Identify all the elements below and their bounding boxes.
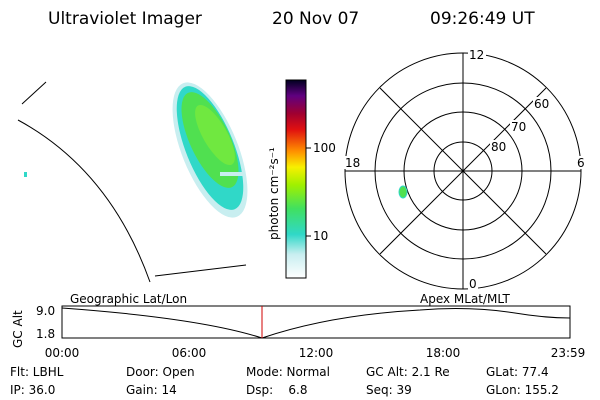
altitude-curve xyxy=(61,307,571,339)
info-field: IP: 36.0 xyxy=(10,383,55,397)
info-field: Dsp: 6.8 xyxy=(246,383,308,397)
hour-label: 12 xyxy=(469,48,484,62)
info-field: Seq: 39 xyxy=(366,383,412,397)
info-field: Mode: Normal xyxy=(246,365,330,379)
y-tick-label: 9.0 xyxy=(36,304,55,318)
y-tick-label: 1.8 xyxy=(36,327,55,341)
x-tick-label: 06:00 xyxy=(172,346,207,360)
info-field: Flt: LBHL xyxy=(10,365,64,379)
colorbar xyxy=(285,79,307,279)
instrument: Ultraviolet Imager xyxy=(48,9,202,29)
y-axis-label: GC Alt xyxy=(11,310,25,348)
ring-label: 70 xyxy=(511,120,526,134)
info-field: GLon: 155.2 xyxy=(486,383,559,397)
colorbar-tick-label: 10 xyxy=(313,229,328,243)
x-tick-label: 12:00 xyxy=(299,346,334,360)
image-panel xyxy=(17,81,247,283)
ring-label: 80 xyxy=(491,140,506,154)
hour-label: 6 xyxy=(577,156,585,170)
colorbar-tick-label: 100 xyxy=(313,141,336,155)
colorbar-label: photon cm⁻²s⁻¹ xyxy=(267,147,281,240)
x-tick-label: 00:00 xyxy=(45,346,80,360)
info-field: GLat: 77.4 xyxy=(486,365,549,379)
info-field: Door: Open xyxy=(126,365,195,379)
hour-label: 18 xyxy=(345,156,360,170)
info-field: GC Alt: 2.1 Re xyxy=(366,365,450,379)
timeline-title: Geographic Lat/Lon xyxy=(70,292,187,306)
x-tick-label: 18:00 xyxy=(426,346,461,360)
info-field: Gain: 14 xyxy=(126,383,177,397)
ring-label: 60 xyxy=(534,97,549,111)
date: 20 Nov 07 xyxy=(272,9,359,29)
timeline-title: Apex MLat/MLT xyxy=(420,292,510,306)
timeline-frame xyxy=(61,305,571,339)
polar-grid xyxy=(344,52,582,290)
time: 09:26:49 UT xyxy=(430,9,535,29)
aurora xyxy=(172,82,248,218)
x-tick-label: 23:59 xyxy=(551,346,586,360)
polar-aurora xyxy=(398,185,408,199)
hour-label: 0 xyxy=(469,277,477,291)
